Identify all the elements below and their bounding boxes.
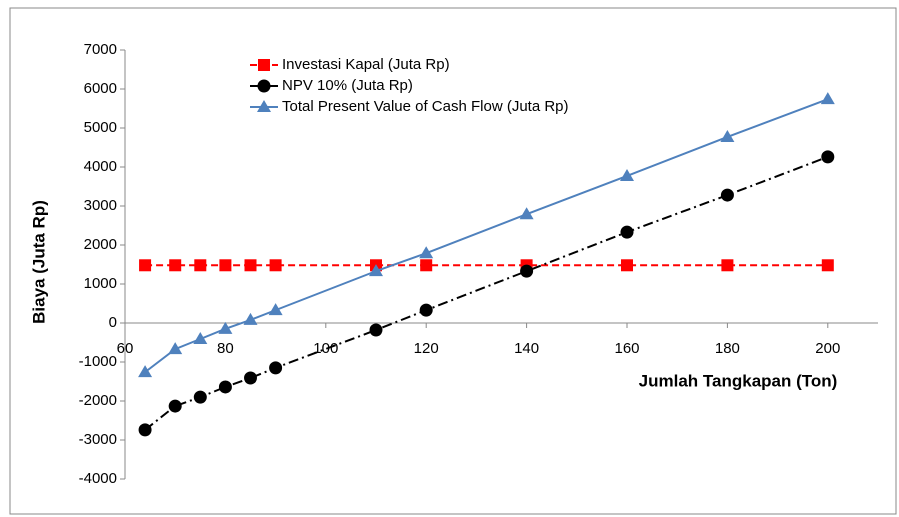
y-tick-label: 1000 [84, 275, 117, 292]
data-point [820, 92, 835, 105]
x-tick-label: 120 [414, 340, 439, 357]
data-point [369, 264, 383, 277]
y-tick-label: 0 [109, 314, 117, 331]
x-tick-label: 140 [514, 340, 539, 357]
data-point [194, 259, 207, 272]
data-point [419, 303, 433, 317]
y-tick-label: 7000 [84, 41, 117, 58]
legend-label: Total Present Value of Cash Flow (Juta R… [282, 98, 569, 115]
data-point [520, 264, 534, 278]
y-tick-label: 4000 [84, 158, 117, 175]
data-point [720, 129, 735, 142]
y-tick-label: -2000 [79, 392, 117, 409]
data-point [168, 342, 183, 355]
x-tick-label: 200 [815, 340, 840, 357]
data-point [138, 423, 152, 437]
data-point [244, 259, 257, 272]
y-tick-label: -1000 [79, 353, 117, 370]
x-tick-label: 80 [217, 340, 234, 357]
data-point [721, 259, 734, 272]
data-point [821, 150, 835, 164]
x-tick-label: 180 [715, 340, 740, 357]
x-tick-label: 100 [313, 340, 338, 357]
legend-marker [257, 100, 271, 112]
y-axis-title: Biaya (Juta Rp) [29, 200, 48, 324]
legend-marker [257, 79, 271, 93]
x-tick-label: 160 [614, 340, 639, 357]
x-axis-title: Jumlah Tangkapan (Ton) [639, 371, 838, 390]
y-tick-label: -3000 [79, 431, 117, 448]
y-tick-label: 3000 [84, 197, 117, 214]
data-point [720, 188, 734, 202]
data-point [138, 365, 153, 378]
data-point [243, 312, 258, 325]
data-point [168, 399, 182, 413]
data-point [821, 259, 834, 272]
data-point [420, 259, 433, 272]
data-point [419, 246, 434, 259]
data-point [193, 390, 207, 404]
data-point [169, 259, 182, 272]
y-tick-label: 6000 [84, 80, 117, 97]
data-point [621, 259, 633, 272]
data-point [244, 371, 257, 385]
data-point [269, 361, 283, 375]
legend-label: Investasi Kapal (Juta Rp) [282, 56, 450, 73]
data-point [620, 168, 634, 181]
data-point [268, 303, 283, 316]
data-point [219, 259, 232, 272]
data-point [193, 331, 208, 344]
data-point [519, 207, 534, 220]
data-point [269, 259, 282, 272]
data-point [139, 259, 152, 272]
data-point [218, 321, 233, 334]
data-point [620, 225, 634, 239]
y-tick-label: -4000 [79, 470, 117, 487]
legend-marker [258, 59, 270, 71]
y-tick-label: 5000 [84, 119, 117, 136]
data-point [369, 323, 383, 337]
data-point [218, 380, 232, 394]
legend-label: NPV 10% (Juta Rp) [282, 77, 413, 94]
y-tick-label: 2000 [84, 236, 117, 253]
x-tick-label: 60 [117, 340, 134, 357]
chart-frame [9, 7, 897, 515]
